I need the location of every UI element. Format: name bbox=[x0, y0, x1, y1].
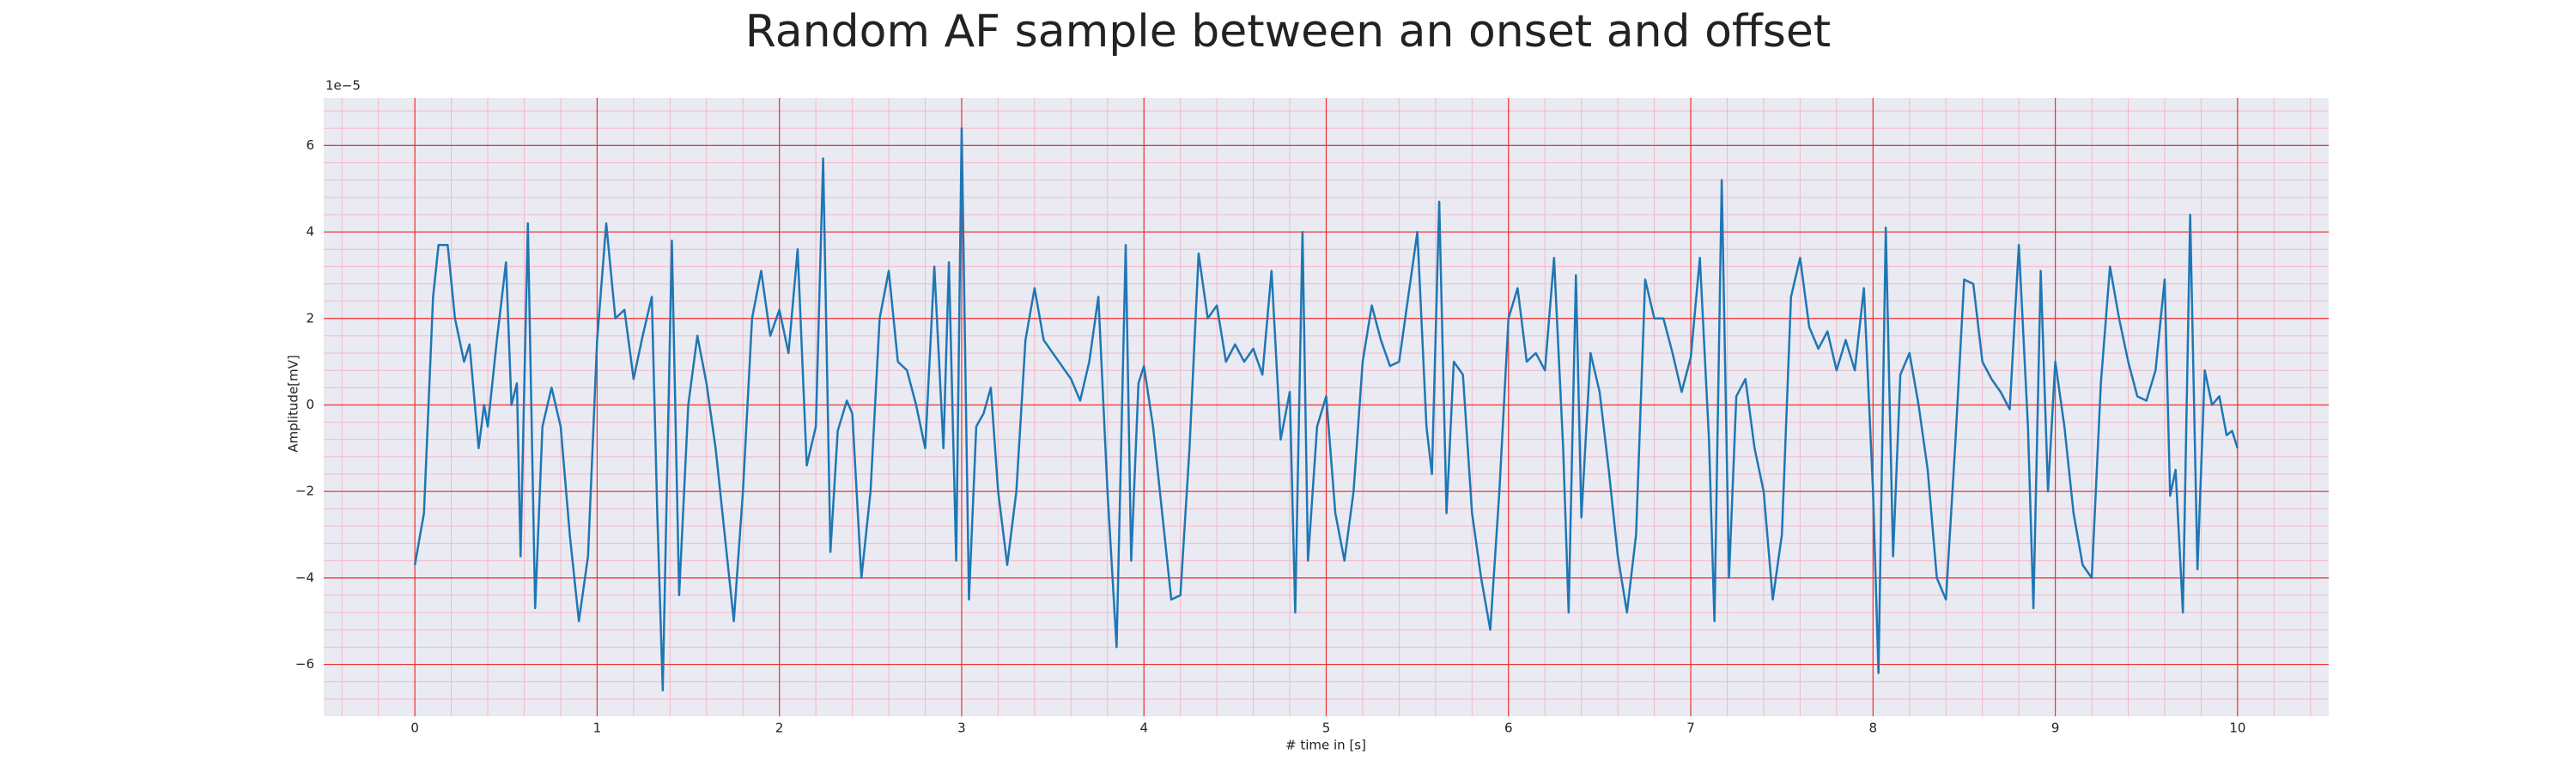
x-tick-label: 3 bbox=[957, 721, 966, 736]
x-tick-label: 9 bbox=[2051, 721, 2060, 736]
x-tick-label: 10 bbox=[2229, 721, 2245, 736]
y-tick-label: 0 bbox=[306, 397, 314, 412]
grid bbox=[324, 98, 2329, 716]
x-tick-label: 8 bbox=[1869, 721, 1878, 736]
x-tick-label: 1 bbox=[593, 721, 602, 736]
y-tick-label: 2 bbox=[306, 310, 314, 326]
signal-line bbox=[413, 126, 2239, 692]
y-tick-label: 4 bbox=[306, 224, 314, 240]
y-tick-label: −2 bbox=[295, 484, 314, 499]
x-tick-label: 0 bbox=[410, 721, 419, 736]
x-tick-label: 6 bbox=[1504, 721, 1513, 736]
x-tick-label: 7 bbox=[1686, 721, 1695, 736]
y-axis-label: Amplitude[mV] bbox=[286, 355, 301, 452]
chart-title: Random AF sample between an onset and of… bbox=[745, 6, 1831, 58]
x-tick-label: 4 bbox=[1139, 721, 1148, 736]
x-tick-label: 2 bbox=[775, 721, 784, 736]
x-axis-label: # time in [s] bbox=[1285, 738, 1366, 753]
y-tick-label: −4 bbox=[295, 569, 314, 585]
x-tick-label: 5 bbox=[1322, 721, 1331, 736]
y-tick-label: 6 bbox=[306, 137, 314, 153]
y-tick-label: −6 bbox=[295, 656, 314, 672]
offset-label: 1e−5 bbox=[325, 78, 361, 94]
